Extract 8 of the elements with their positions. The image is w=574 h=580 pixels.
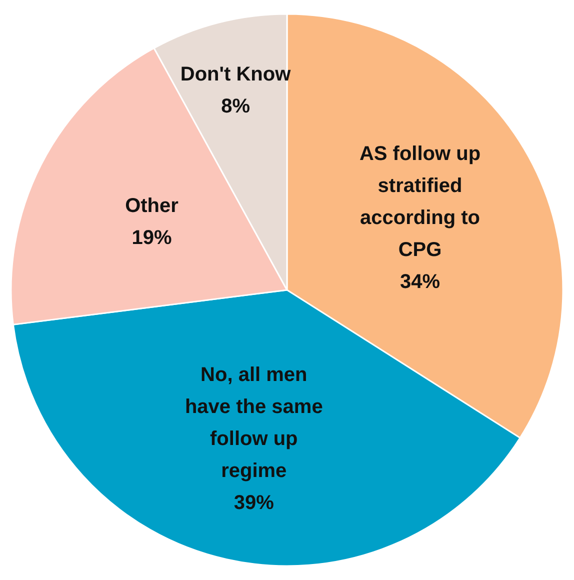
slice-label: Don't Know — [180, 64, 292, 86]
data-label: 19% — [132, 227, 172, 250]
data-label: 34% — [400, 270, 440, 293]
slice-label: No, all men have the same follow up regime — [184, 364, 323, 482]
slice-label: AS follow up stratified according to CPG — [359, 142, 481, 261]
slice-label: Other — [125, 195, 179, 218]
data-label: 8% — [221, 96, 250, 118]
data-label: 39% — [234, 492, 274, 514]
